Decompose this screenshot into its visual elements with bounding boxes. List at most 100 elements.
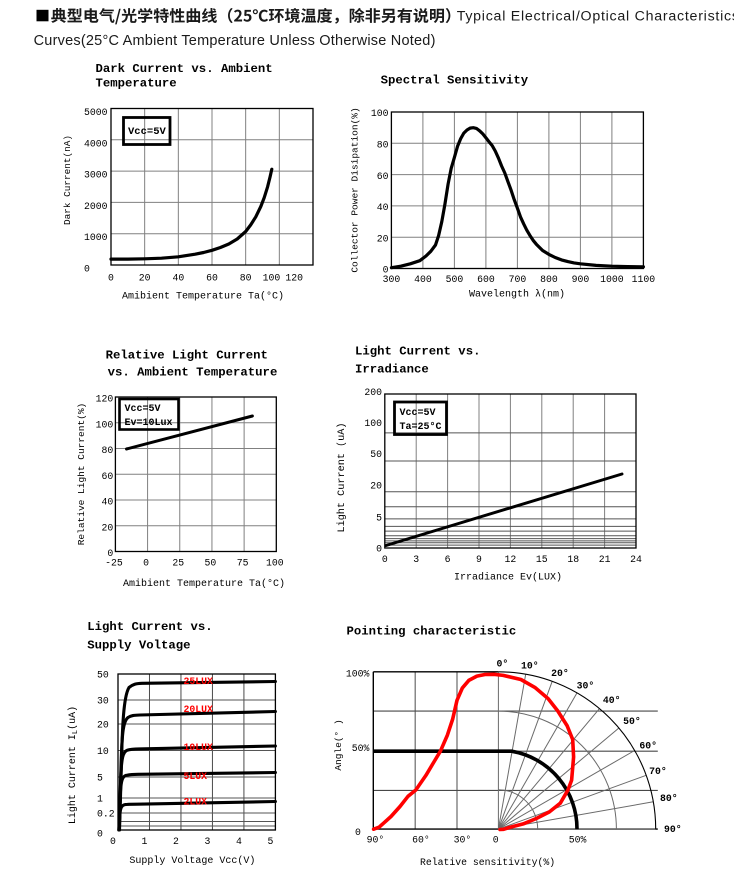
svg-text:50: 50 [370, 449, 382, 460]
svg-text:3000: 3000 [84, 170, 108, 181]
svg-text:24: 24 [630, 554, 642, 565]
svg-text:Light Current vs.: Light Current vs. [355, 345, 480, 359]
svg-text:Vcc=5V: Vcc=5V [128, 126, 167, 138]
svg-text:0°: 0° [497, 659, 509, 670]
svg-text:20: 20 [377, 233, 389, 244]
svg-text:800: 800 [540, 274, 558, 285]
svg-text:0: 0 [355, 827, 361, 838]
svg-text:900: 900 [572, 274, 590, 285]
svg-text:Wavelength λ(nm): Wavelength λ(nm) [469, 289, 565, 301]
svg-text:80°: 80° [660, 793, 678, 804]
svg-text:10°: 10° [521, 661, 539, 672]
svg-text:0: 0 [107, 548, 113, 559]
svg-text:0: 0 [382, 554, 388, 565]
svg-text:30°: 30° [454, 835, 472, 846]
svg-text:1: 1 [97, 794, 103, 805]
svg-text:Curves(25°C Ambient Temperatur: Curves(25°C Ambient Temperature Unless O… [34, 33, 436, 49]
svg-text:Irradiance: Irradiance [355, 363, 429, 377]
svg-text:Relative Light Current: Relative Light Current [106, 349, 268, 363]
svg-text:1100: 1100 [632, 274, 656, 285]
svg-text:60: 60 [102, 471, 114, 482]
svg-text:120: 120 [96, 394, 114, 405]
svg-text:5: 5 [97, 773, 103, 784]
svg-text:Typical Electrical/Optical Cha: Typical Electrical/Optical Characteristi… [457, 9, 734, 25]
svg-text:100: 100 [266, 558, 284, 569]
svg-text:4000: 4000 [84, 138, 108, 149]
svg-text:40: 40 [172, 273, 184, 284]
svg-text:4: 4 [236, 836, 242, 847]
svg-text:Irradiance Ev(LUX): Irradiance Ev(LUX) [454, 572, 562, 584]
svg-text:0.2: 0.2 [97, 809, 115, 820]
svg-text:50°: 50° [623, 716, 641, 727]
svg-text:700: 700 [509, 274, 527, 285]
svg-text:25: 25 [172, 558, 184, 569]
svg-text:100%: 100% [346, 668, 370, 679]
svg-text:0: 0 [376, 543, 382, 554]
svg-text:40: 40 [377, 202, 389, 213]
svg-text:2LUX: 2LUX [184, 797, 208, 808]
svg-text:60: 60 [206, 273, 218, 284]
svg-text:80: 80 [377, 140, 389, 151]
svg-text:70°: 70° [649, 766, 667, 777]
svg-text:2000: 2000 [84, 201, 108, 212]
svg-text:25LUX: 25LUX [184, 676, 214, 687]
svg-text:500: 500 [446, 274, 464, 285]
svg-text:vs. Ambient Temperature: vs. Ambient Temperature [108, 366, 278, 380]
svg-text:100: 100 [364, 418, 382, 429]
svg-text:Amibient Temperature Ta(°C): Amibient Temperature Ta(°C) [122, 291, 284, 303]
svg-text:20: 20 [102, 522, 114, 533]
svg-text:Supply Voltage Vcc(V): Supply Voltage Vcc(V) [129, 855, 255, 867]
svg-text:50: 50 [97, 670, 109, 681]
svg-text:Dark Current(nA): Dark Current(nA) [62, 135, 73, 225]
svg-text:Temperature: Temperature [96, 77, 177, 91]
svg-text:Pointing characteristic: Pointing characteristic [347, 625, 517, 639]
svg-text:20LUX: 20LUX [184, 704, 214, 715]
svg-text:5: 5 [267, 836, 273, 847]
svg-text:5: 5 [376, 513, 382, 524]
svg-text:10: 10 [97, 746, 109, 757]
svg-text:100: 100 [371, 108, 389, 119]
svg-text:Light Current vs.: Light Current vs. [87, 620, 212, 634]
svg-text:Vcc=5V: Vcc=5V [125, 404, 161, 415]
svg-text:Spectral Sensitivity: Spectral Sensitivity [381, 74, 529, 88]
svg-text:3: 3 [204, 836, 210, 847]
svg-text:100: 100 [96, 419, 114, 430]
svg-text:300: 300 [383, 274, 401, 285]
svg-text:Light Current IL(uA): Light Current IL(uA) [67, 706, 80, 824]
svg-text:90°: 90° [367, 835, 385, 846]
svg-text:20: 20 [370, 481, 382, 492]
svg-text:Angle(° ): Angle(° ) [333, 719, 344, 770]
svg-text:3: 3 [413, 554, 419, 565]
svg-text:80: 80 [102, 445, 114, 456]
svg-text:0: 0 [493, 835, 499, 846]
svg-text:20: 20 [139, 273, 151, 284]
svg-text:60°: 60° [639, 740, 657, 751]
svg-text:40: 40 [102, 497, 114, 508]
svg-text:0: 0 [97, 829, 103, 840]
svg-text:Collector Power Disipation(%): Collector Power Disipation(%) [350, 107, 361, 272]
svg-text:30°: 30° [577, 681, 595, 692]
svg-text:400: 400 [414, 274, 432, 285]
svg-text:2: 2 [173, 836, 179, 847]
svg-text:Relative Light Current(%): Relative Light Current(%) [76, 403, 87, 546]
svg-text:50%: 50% [569, 835, 587, 846]
svg-text:Relative sensitivity(%): Relative sensitivity(%) [420, 857, 555, 868]
svg-text:60: 60 [377, 171, 389, 182]
svg-text:Ta=25°C: Ta=25°C [400, 421, 442, 433]
svg-text:5000: 5000 [84, 107, 108, 118]
svg-text:20: 20 [97, 720, 109, 731]
svg-text:50: 50 [205, 558, 217, 569]
svg-text:-25: -25 [105, 558, 123, 569]
svg-text:0: 0 [108, 273, 114, 284]
svg-text:5LUX: 5LUX [184, 771, 208, 782]
svg-text:0: 0 [84, 264, 90, 275]
svg-text:600: 600 [477, 274, 495, 285]
svg-text:Vcc=5V: Vcc=5V [400, 408, 436, 419]
svg-text:12: 12 [505, 554, 517, 565]
svg-text:1: 1 [142, 836, 148, 847]
svg-text:Supply Voltage: Supply Voltage [87, 639, 190, 653]
svg-text:18: 18 [567, 554, 579, 565]
svg-text:0: 0 [383, 265, 389, 276]
svg-text:30: 30 [97, 696, 109, 707]
svg-text:Ev=10Lux: Ev=10Lux [125, 418, 173, 429]
